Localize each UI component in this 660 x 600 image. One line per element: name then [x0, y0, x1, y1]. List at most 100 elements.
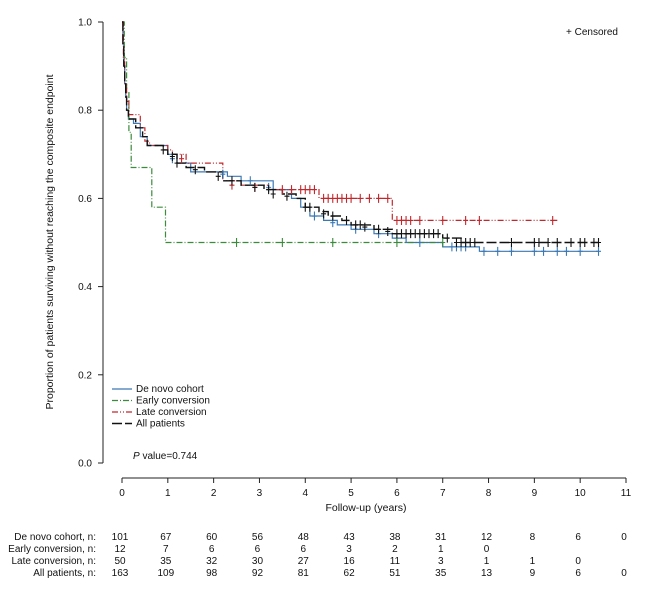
risk-cell: 163: [112, 568, 129, 579]
x-tick-label: 11: [621, 488, 632, 499]
risk-cell: 92: [252, 568, 264, 579]
x-tick-label: 2: [211, 488, 217, 499]
censor-mark: [385, 226, 391, 236]
censor-mark: [229, 176, 235, 186]
censor-mark: [449, 242, 455, 252]
censor-mark: [453, 238, 459, 247]
legend-label: Early conversion: [136, 396, 210, 407]
y-tick-label: 0.8: [78, 106, 92, 117]
risk-cell: 30: [252, 556, 264, 567]
censor-mark: [550, 215, 556, 225]
censor-mark: [563, 246, 569, 256]
p-value-label: P value=0.744: [133, 451, 198, 462]
censor-mark: [330, 193, 336, 203]
risk-cell: 6: [255, 544, 261, 555]
x-axis-title: Follow-up (years): [325, 502, 406, 514]
censor-mark: [577, 246, 583, 256]
censor-mark: [289, 185, 295, 195]
risk-cell: 13: [481, 568, 493, 579]
censor-mark: [417, 215, 423, 225]
risk-cell: 51: [389, 568, 401, 579]
chart-axes: Proportion of patients surviving without…: [44, 22, 626, 514]
censor-mark: [596, 246, 602, 256]
risk-cell: 7: [163, 544, 169, 555]
x-tick-label: 8: [486, 488, 492, 499]
censor-mark: [398, 229, 404, 239]
censor-mark: [179, 154, 185, 164]
censor-mark: [508, 246, 514, 256]
censor-mark: [440, 238, 446, 247]
censor-mark: [220, 169, 226, 179]
risk-cell: 8: [530, 532, 536, 543]
censor-mark: [307, 185, 313, 195]
risk-cell: 27: [298, 556, 310, 567]
censor-mark: [376, 224, 382, 234]
censor-mark: [234, 238, 240, 247]
risk-cell: 6: [300, 544, 306, 555]
risk-cell: 62: [344, 568, 356, 579]
risk-cell: 6: [209, 544, 215, 555]
censor-mark: [463, 238, 469, 247]
censor-mark: [344, 215, 350, 225]
censor-mark: [495, 246, 501, 256]
y-tick-label: 1.0: [78, 18, 92, 29]
censor-mark: [403, 229, 409, 239]
censor-mark: [421, 229, 427, 239]
x-tick-label: 5: [348, 488, 354, 499]
censor-mark: [431, 229, 437, 239]
censor-mark: [266, 185, 272, 195]
curve-all-patients: [122, 21, 599, 244]
censor-mark: [596, 238, 602, 247]
x-tick-label: 3: [257, 488, 263, 499]
risk-cell: 60: [206, 532, 218, 543]
risk-cell: 6: [575, 568, 581, 579]
censor-mark: [440, 215, 446, 225]
censored-legend: + Censored: [566, 27, 618, 38]
censor-mark: [353, 220, 359, 230]
risk-cell: 16: [344, 556, 356, 567]
censor-mark: [321, 209, 327, 219]
censor-mark: [385, 193, 391, 203]
censor-mark: [458, 238, 464, 247]
p-value-text: value=0.744: [140, 451, 198, 462]
risk-cell: 0: [621, 568, 627, 579]
risk-cell: 32: [206, 556, 218, 567]
censor-mark: [192, 165, 198, 175]
risk-cell: 2: [392, 544, 398, 555]
risk-row-label: Late conversion, n:: [12, 556, 97, 567]
risk-cell: 67: [160, 532, 172, 543]
risk-cell: 1: [438, 544, 444, 555]
censor-mark: [311, 211, 317, 221]
censor-mark: [394, 229, 400, 239]
censor-mark: [394, 238, 400, 247]
censor-mark: [472, 238, 478, 247]
risk-cell: 3: [438, 556, 444, 567]
risk-row-label: De novo cohort, n:: [14, 532, 96, 543]
censor-mark: [279, 238, 285, 247]
censor-mark: [302, 185, 308, 195]
censor-mark: [412, 229, 418, 239]
p-value-italic: P: [133, 451, 140, 462]
censor-mark: [321, 193, 327, 203]
censor-mark: [541, 246, 547, 256]
censor-mark: [247, 176, 253, 186]
risk-cell: 12: [114, 544, 126, 555]
censor-mark: [366, 193, 372, 203]
curve-early-conversion: [122, 21, 443, 244]
x-tick-label: 10: [575, 488, 587, 499]
censor-mark: [284, 191, 290, 201]
risk-cell: 43: [344, 532, 356, 543]
censor-mark: [531, 238, 537, 247]
y-axis-title: Proportion of patients surviving without…: [44, 74, 56, 409]
censor-mark: [252, 182, 258, 192]
x-tick-label: 4: [302, 488, 308, 499]
censor-mark: [577, 238, 583, 247]
censor-mark: [408, 229, 414, 239]
censor-mark: [476, 215, 482, 225]
censor-mark: [463, 215, 469, 225]
censor-mark: [357, 220, 363, 230]
axis-ticks: 0.0 0.2 0.4 0.6 0.8 1.0 0 1 2 3 4 5 6 7 8 9 10 11: [78, 18, 632, 500]
censor-mark: [435, 229, 441, 239]
